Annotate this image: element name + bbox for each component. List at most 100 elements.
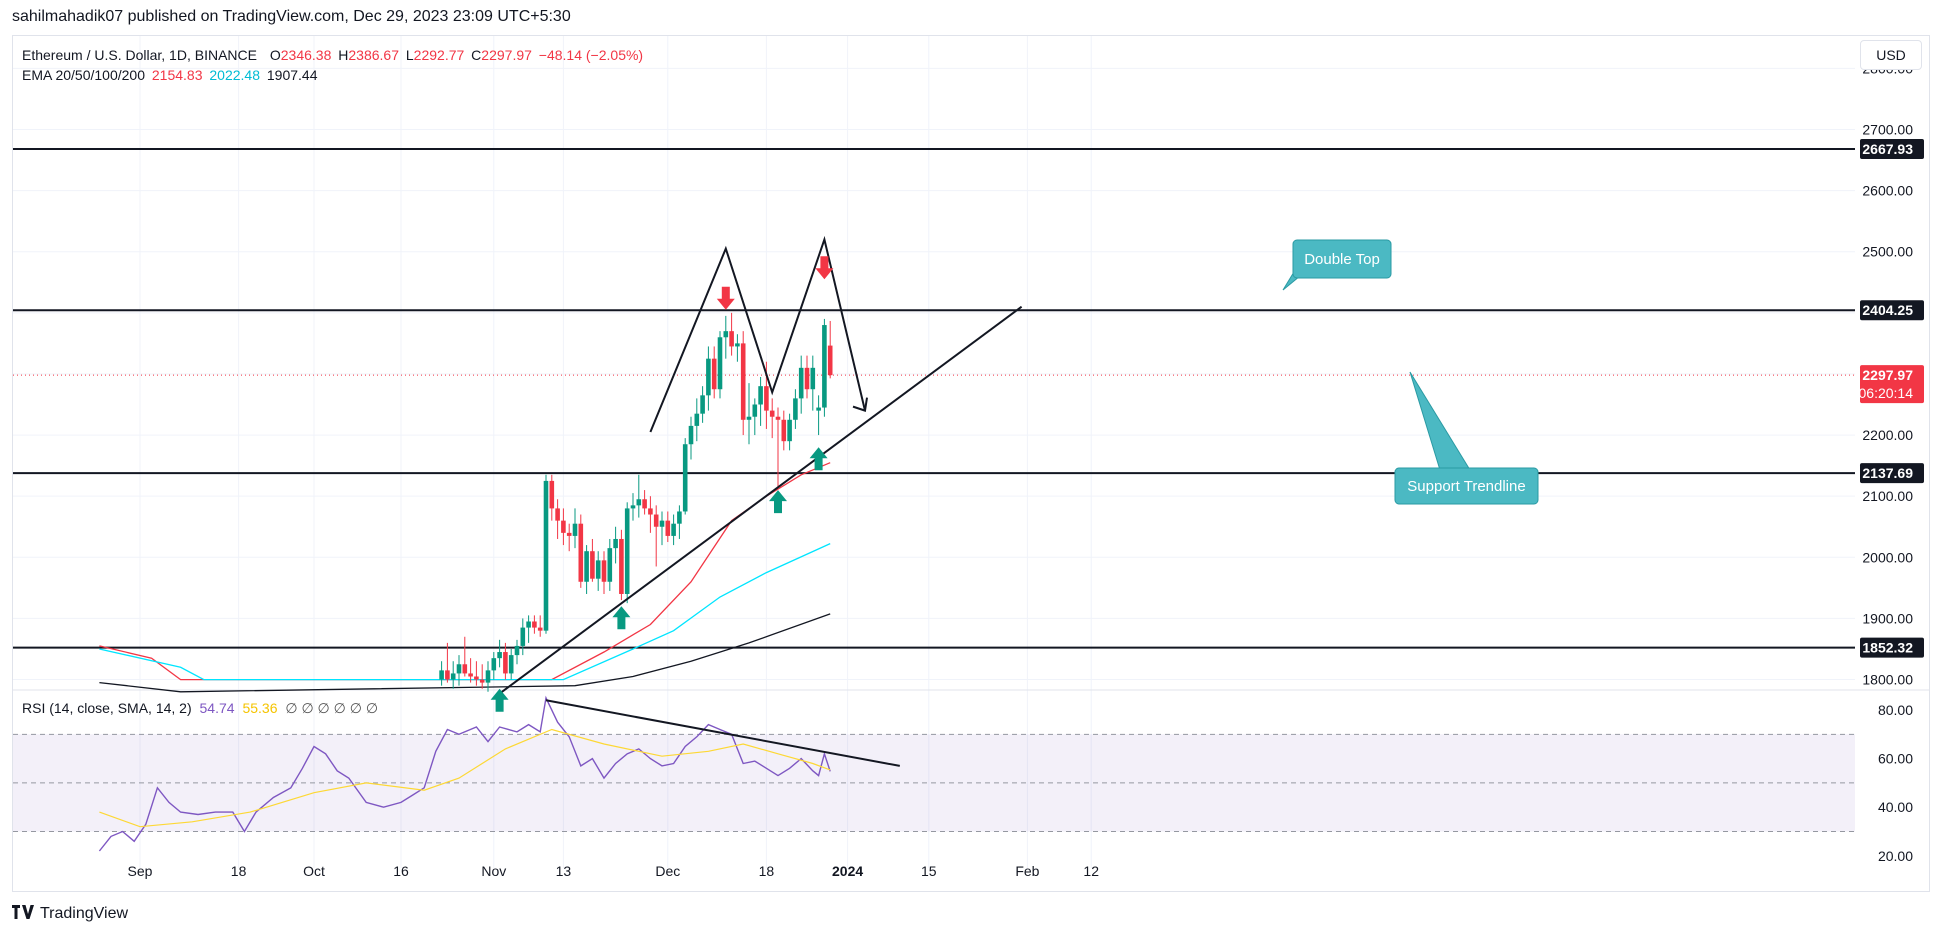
- time-tick-label: Dec: [655, 863, 680, 879]
- candle-body: [503, 652, 508, 674]
- last-price-tag-countdown: 06:20:14: [1859, 385, 1914, 401]
- candle-body: [491, 658, 497, 671]
- candle-body: [758, 386, 763, 405]
- candle-body: [746, 416, 752, 420]
- candle-body: [665, 520, 671, 536]
- footer-brand[interactable]: TradingView: [12, 905, 128, 923]
- price-tick-label: 2200.00: [1862, 427, 1913, 443]
- double-top-callout-box: [1292, 239, 1392, 279]
- rsi-tick-label: 20.00: [1878, 848, 1913, 864]
- support-trendline: [499, 305, 1023, 695]
- candle-body: [479, 679, 485, 683]
- down-arrow-icon: [716, 286, 735, 310]
- candle-body: [804, 367, 810, 390]
- down-arrow-icon: [815, 256, 834, 280]
- symbol-title: Ethereum / U.S. Dollar, 1D, BINANCE: [22, 47, 257, 63]
- candle-body: [648, 508, 653, 515]
- price-tick-label: 2700.00: [1862, 121, 1913, 137]
- level-price-tag: 2137.69: [1862, 465, 1913, 481]
- candle-body: [781, 419, 787, 442]
- candle-body: [543, 480, 549, 631]
- level-price-tag-bg: [1860, 300, 1924, 321]
- rsi-tick-label: 60.00: [1878, 751, 1913, 767]
- rsi-trendline: [545, 699, 900, 767]
- time-tick-label: 2024: [832, 863, 863, 879]
- ema-line-ema100: [99, 613, 831, 693]
- ema100-value: 1907.44: [266, 67, 318, 83]
- candle-body: [520, 627, 526, 646]
- currency-button[interactable]: USD: [1860, 40, 1922, 70]
- drawings: Double Top Support Trendline: [490, 235, 1539, 712]
- candle-body: [793, 398, 798, 420]
- rsi-sma-line: [99, 728, 831, 828]
- candle-body: [671, 523, 676, 536]
- horizontal-levels: [13, 148, 1855, 649]
- price-tick-label: 1800.00: [1862, 672, 1913, 688]
- pattern-arrowhead: [852, 397, 868, 412]
- time-tick-label: 15: [921, 863, 937, 879]
- price-tick-label: 2000.00: [1862, 549, 1913, 565]
- open-value: 2346.38: [280, 47, 332, 63]
- level-price-tag-bg: [1860, 463, 1924, 484]
- candle-body: [677, 511, 682, 524]
- tradingview-logo-icon: [12, 905, 34, 923]
- candle-body: [561, 520, 566, 533]
- candle-body: [729, 331, 734, 347]
- candle-body: [827, 345, 833, 376]
- time-tick-label: Oct: [303, 863, 325, 879]
- support-trendline-callout-tail: [1409, 371, 1471, 471]
- candle-body: [526, 621, 531, 628]
- ema50-value: 2022.48: [209, 67, 260, 83]
- candle-body: [584, 551, 589, 582]
- ema-line-ema50: [99, 543, 831, 681]
- candle-body: [787, 419, 792, 442]
- candle-body: [474, 676, 479, 680]
- time-tick-label: 18: [759, 863, 775, 879]
- rsi-tick-label: 80.00: [1878, 702, 1913, 718]
- price-tick-label: 2600.00: [1862, 183, 1913, 199]
- candle-body: [723, 331, 729, 338]
- candle-body: [659, 520, 665, 527]
- time-axis: Sep 18 Oct 16 Nov 13 Dec 18 2024 15 Feb 12: [128, 863, 1100, 879]
- ema-lines: [99, 462, 831, 693]
- candle-body: [601, 560, 607, 582]
- change-value: −48.14 (−2.05%): [538, 47, 644, 63]
- candle-body: [456, 664, 462, 674]
- last-price-tag-bg: [1860, 365, 1924, 404]
- price-axis: 1800.001900.002000.002100.002200.002300.…: [1859, 60, 1924, 864]
- candle-body: [694, 413, 700, 426]
- up-arrow-icon: [612, 606, 631, 630]
- candles: [439, 312, 833, 692]
- rsi-tick-label: 40.00: [1878, 799, 1913, 815]
- rsi-sma-value: 55.36: [242, 700, 278, 716]
- time-tick-label: 12: [1083, 863, 1099, 879]
- footer-brand-text: TradingView: [40, 905, 129, 922]
- time-tick-label: 13: [556, 863, 572, 879]
- candle-body: [439, 670, 444, 680]
- candle-body: [619, 538, 624, 594]
- rsi-value: 54.74: [199, 700, 235, 716]
- low-label: L: [405, 47, 414, 63]
- candle-body: [752, 404, 758, 417]
- candle-body: [514, 645, 520, 656]
- candle-body: [549, 480, 555, 509]
- price-tick-label: 2100.00: [1862, 488, 1913, 504]
- double-top-callout-text: Double Top: [1304, 251, 1380, 268]
- candle-body: [566, 532, 572, 536]
- level-price-tag: 2404.25: [1862, 302, 1913, 318]
- candle-body: [485, 670, 491, 683]
- candle-body: [740, 343, 746, 420]
- time-tick-label: 16: [393, 863, 409, 879]
- time-tick-label: Feb: [1015, 863, 1039, 879]
- high-label: H: [338, 47, 349, 63]
- candle-body: [532, 621, 537, 628]
- candle-body: [578, 523, 584, 582]
- candle-body: [810, 367, 816, 390]
- level-price-tag: 1852.32: [1862, 640, 1913, 656]
- candle-body: [822, 325, 827, 408]
- candle-body: [450, 673, 456, 680]
- ema-line-ema20: [99, 462, 831, 681]
- close-label: C: [471, 47, 482, 63]
- candle-body: [468, 673, 473, 677]
